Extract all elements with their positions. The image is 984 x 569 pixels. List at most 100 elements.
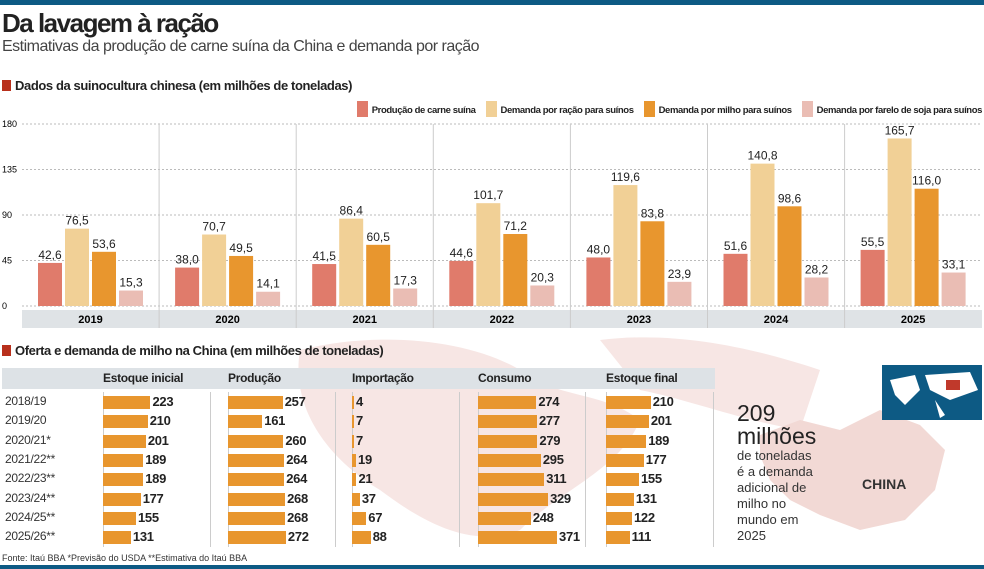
- value-bar: [478, 531, 558, 545]
- cell-value: 279: [539, 432, 561, 448]
- x-tick-label: 2021: [353, 314, 377, 326]
- bar-3: [229, 255, 254, 306]
- table-cell: 264: [228, 451, 336, 470]
- cell-value: 210: [149, 413, 171, 429]
- cell-value: 21: [358, 471, 373, 487]
- table-cell: 264: [228, 470, 336, 489]
- data-label: 55,5: [861, 235, 885, 249]
- legend-label: Demanda por farelo de soja para suínos: [816, 105, 983, 116]
- legend-item: Demanda por farelo de soja para suínos: [801, 101, 983, 117]
- cell-value: 4: [356, 394, 363, 409]
- value-bar: [606, 511, 632, 525]
- bar-1: [860, 249, 885, 306]
- callout-value: 209: [737, 400, 776, 426]
- table-cell: 210: [103, 412, 211, 431]
- cell-value: 272: [287, 529, 309, 545]
- value-bar: [606, 531, 630, 545]
- table-cell: 201: [103, 432, 211, 451]
- value-bar: [228, 396, 283, 409]
- pork-chart: 0 45 90 135 180 2019 42,6 76,553,6 15,3 2020 38,0 7…: [2, 119, 982, 328]
- data-label: 71,2: [504, 219, 528, 233]
- bar-3: [777, 206, 802, 306]
- data-label: 23,9: [668, 267, 692, 281]
- bar-1: [312, 264, 337, 306]
- table-cell: 272: [228, 528, 336, 547]
- value-bar: [228, 434, 284, 448]
- column-frame: [478, 392, 586, 547]
- cell-value: 131: [635, 490, 657, 506]
- data-label: 42,6: [38, 248, 62, 262]
- data-label: 98,6: [778, 191, 802, 205]
- data-label: 17,3: [394, 274, 418, 288]
- section-marker: [2, 345, 11, 356]
- value-bar: [103, 492, 141, 506]
- cell-value: 260: [285, 432, 307, 448]
- table-cell: 37: [352, 490, 460, 509]
- value-bar: [352, 453, 357, 467]
- value-bar: [228, 492, 286, 506]
- cell-value: 155: [641, 471, 662, 487]
- cell-value: 201: [147, 432, 169, 448]
- data-label: 33,1: [942, 258, 966, 272]
- value-bar: [103, 415, 148, 429]
- value-bar: [352, 511, 367, 525]
- y-tick-label: 45: [2, 256, 12, 266]
- data-label: 60,5: [367, 230, 391, 244]
- table-cell: 277: [478, 412, 586, 431]
- bar-4: [393, 288, 418, 306]
- bar-2: [750, 163, 775, 306]
- data-label: 76,5: [65, 214, 89, 228]
- column-frame: [352, 392, 460, 547]
- data-label: 14,1: [256, 277, 280, 291]
- table-cell: 131: [606, 490, 714, 509]
- cell-value: 329: [550, 490, 571, 506]
- legend-label: Demanda por ração para suínos: [500, 105, 634, 116]
- section2-text: Oferta e demanda de milho na China (em m…: [15, 343, 384, 358]
- x-tick-label: 2025: [901, 314, 925, 326]
- value-bar: [103, 453, 144, 467]
- page-subtitle: Estimativas da produção de carne suína d…: [2, 38, 480, 55]
- cell-value: 210: [652, 394, 674, 409]
- table-cell: 268: [228, 490, 336, 509]
- bar-3: [503, 234, 528, 306]
- value-bar: [478, 473, 545, 487]
- china-label: CHINA: [862, 476, 906, 492]
- x-tick-label: 2024: [764, 314, 789, 326]
- table-cell: 7: [352, 432, 460, 451]
- bar-2: [476, 203, 501, 306]
- column-header: Produção: [228, 371, 281, 385]
- data-label: 53,6: [92, 237, 116, 251]
- y-tick-label: 0: [2, 301, 7, 311]
- cell-value: 201: [650, 413, 672, 429]
- value-bar: [228, 415, 263, 429]
- bar-4: [119, 290, 143, 306]
- value-bar: [478, 415, 537, 429]
- x-tick-label: 2023: [627, 314, 651, 326]
- table-cell: 311: [478, 470, 586, 489]
- value-bar: [606, 453, 644, 467]
- column-header: Estoque inicial: [103, 371, 184, 385]
- cell-value: 257: [284, 394, 306, 409]
- table-cell: 88: [352, 528, 460, 547]
- data-label: 48,0: [587, 242, 611, 256]
- table-header-bg: [2, 368, 715, 389]
- table-cell: 260: [228, 432, 336, 451]
- table-cell: 274: [478, 393, 586, 412]
- value-bar: [606, 396, 651, 409]
- cell-value: 37: [361, 490, 376, 506]
- data-label: 165,7: [885, 123, 915, 137]
- table-cell: 177: [103, 490, 211, 509]
- bar-4: [530, 285, 555, 306]
- value-bar: [103, 434, 146, 448]
- y-tick-label: 90: [2, 210, 12, 220]
- data-label: 140,8: [747, 149, 777, 163]
- column-frame: [103, 392, 211, 547]
- legend-item: Demanda por milho para suínos: [643, 101, 792, 117]
- cell-value: 371: [559, 529, 580, 545]
- x-tick-label: 2022: [490, 314, 514, 326]
- value-bar: [228, 473, 285, 487]
- bar-3: [92, 251, 116, 306]
- row-label: 2024/25**: [5, 509, 56, 524]
- table-cell: 279: [478, 432, 586, 451]
- cell-value: 122: [633, 509, 655, 525]
